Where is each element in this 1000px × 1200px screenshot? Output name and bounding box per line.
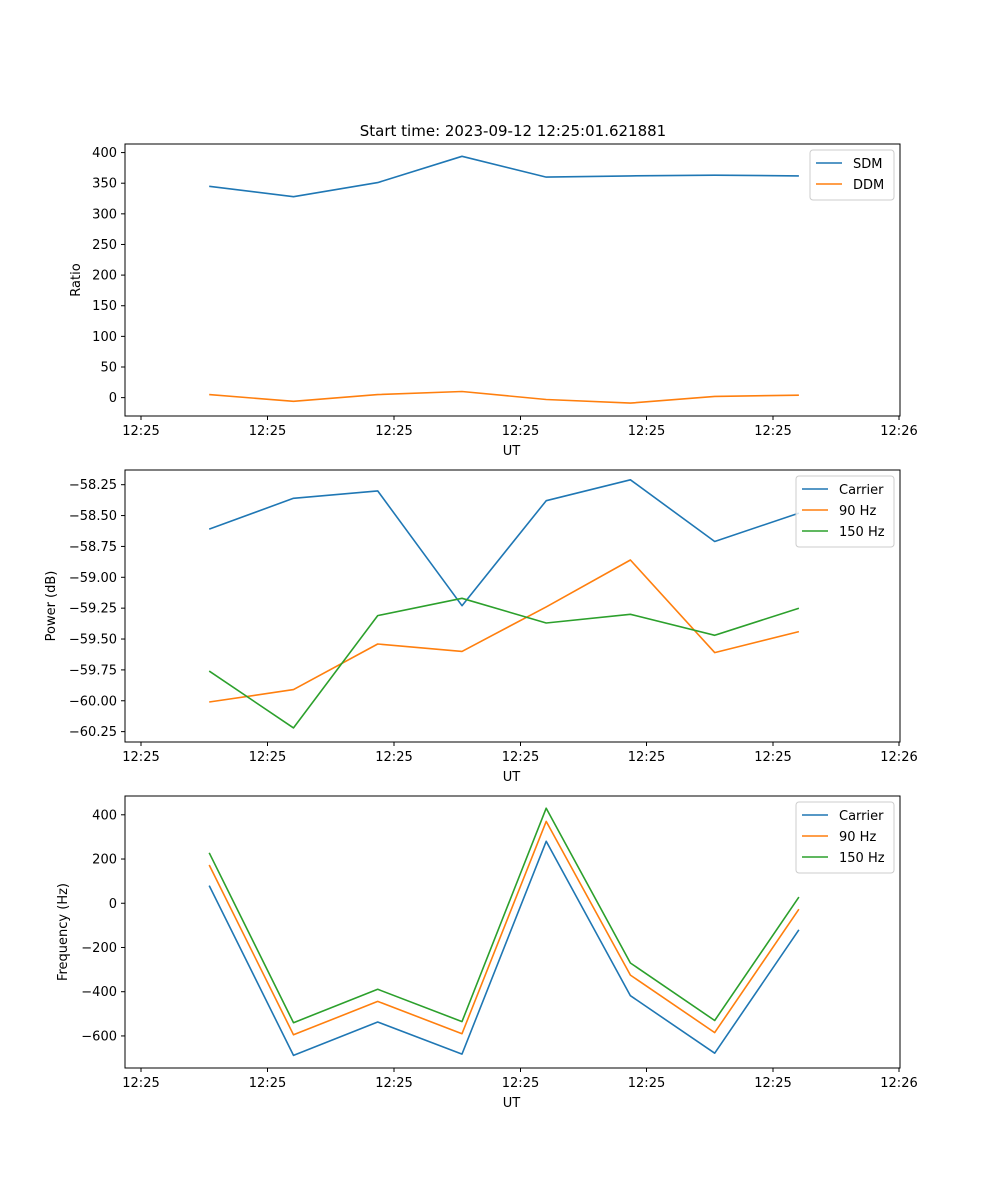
y-tick-label: −59.75 — [69, 663, 117, 678]
subplot-1: 12:25 12:25 12:25 12:25 12:25 12:25 12:26 0 50 10… — [69, 143, 918, 459]
figure-title: Start time: 2023-09-12 12:25:01.621881 — [360, 122, 666, 140]
subplot-2: 12:25 12:25 12:25 12:25 12:25 12:25 12:26 −60.2… — [44, 469, 918, 785]
x-tick-label: 12:26 — [880, 424, 917, 439]
legend-entry: Carrier — [839, 483, 884, 498]
x-tick-label: 12:25 — [502, 424, 539, 439]
legend-box — [795, 475, 895, 548]
y-tick-label: −59.25 — [69, 602, 117, 617]
series-line-ddm — [209, 390, 799, 404]
legend-entry: 150 Hz — [839, 525, 885, 540]
y-axis-label: Power (dB) — [44, 571, 59, 642]
y-tick-label: 200 — [92, 269, 117, 284]
x-tick-label: 12:26 — [880, 1076, 917, 1091]
legend-entry: SDM — [853, 157, 882, 172]
x-tick-label: 12:25 — [122, 1076, 159, 1091]
x-tick-label: 12:25 — [754, 424, 791, 439]
y-tick-label: 0 — [109, 897, 117, 912]
plot-area-frame — [124, 143, 901, 417]
series-line-90-hz — [208, 820, 800, 1036]
x-tick-label: 12:25 — [628, 750, 665, 765]
x-tick-label: 12:25 — [249, 424, 286, 439]
series-line-150-hz — [208, 807, 800, 1024]
y-tick-label: 400 — [92, 808, 117, 823]
x-axis-label: UT — [503, 1096, 521, 1111]
legend-entry: DDM — [853, 178, 884, 193]
y-tick-label: −400 — [81, 985, 117, 1000]
y-tick-label: −60.25 — [69, 725, 117, 740]
y-axis-label: Ratio — [69, 263, 84, 296]
x-tick-label: 12:25 — [502, 1076, 539, 1091]
plot-area-frame — [124, 795, 901, 1069]
series-line-sdm — [209, 155, 799, 198]
y-tick-label: −59.50 — [69, 633, 117, 648]
y-tick-label: 150 — [92, 299, 117, 314]
y-tick-label: 100 — [92, 330, 117, 345]
x-axis-label: UT — [503, 444, 521, 459]
x-tick-label: 12:25 — [375, 1076, 412, 1091]
series-line-90-hz — [209, 559, 800, 703]
series-line-150-hz — [208, 597, 800, 729]
legend-entry: Carrier — [839, 809, 884, 824]
y-tick-label: 50 — [100, 360, 117, 375]
x-tick-label: 12:25 — [628, 1076, 665, 1091]
y-tick-label: 200 — [92, 853, 117, 868]
y-tick-label: −58.25 — [69, 478, 117, 493]
y-tick-label: 0 — [109, 391, 117, 406]
x-tick-label: 12:25 — [375, 424, 412, 439]
y-axis-label: Frequency (Hz) — [56, 883, 71, 981]
x-tick-label: 12:25 — [249, 750, 286, 765]
y-tick-label: −59.00 — [69, 571, 117, 586]
y-tick-label: −58.50 — [69, 509, 117, 524]
y-tick-label: −60.00 — [69, 694, 117, 709]
series-line-carrier — [208, 478, 800, 607]
x-tick-label: 12:25 — [249, 1076, 286, 1091]
y-tick-label: 400 — [92, 146, 117, 161]
plot-area-frame — [124, 469, 901, 743]
subplot-3: 12:25 12:25 12:25 12:25 12:25 12:25 12:26 −600 −… — [56, 795, 918, 1111]
series-line-carrier — [208, 840, 800, 1057]
x-tick-label: 12:25 — [754, 750, 791, 765]
y-tick-label: 250 — [92, 238, 117, 253]
x-tick-label: 12:25 — [122, 424, 159, 439]
legend-entry: 150 Hz — [839, 851, 885, 866]
y-tick-label: −58.75 — [69, 540, 117, 555]
legend-entry: 90 Hz — [839, 830, 876, 845]
x-tick-label: 12:25 — [628, 424, 665, 439]
legend-entry: 90 Hz — [839, 504, 876, 519]
subplots: 12:25 12:25 12:25 12:25 12:25 12:25 12:26 0 50 10… — [44, 143, 918, 1111]
y-tick-label: 350 — [92, 177, 117, 192]
legend-box — [795, 801, 895, 874]
x-tick-label: 12:25 — [122, 750, 159, 765]
x-tick-label: 12:25 — [375, 750, 412, 765]
y-tick-label: −200 — [81, 941, 117, 956]
x-tick-label: 12:26 — [880, 750, 917, 765]
y-tick-label: −600 — [81, 1029, 117, 1044]
y-tick-label: 300 — [92, 207, 117, 222]
x-tick-label: 12:25 — [502, 750, 539, 765]
x-tick-label: 12:25 — [754, 1076, 791, 1091]
x-axis-label: UT — [503, 770, 521, 785]
